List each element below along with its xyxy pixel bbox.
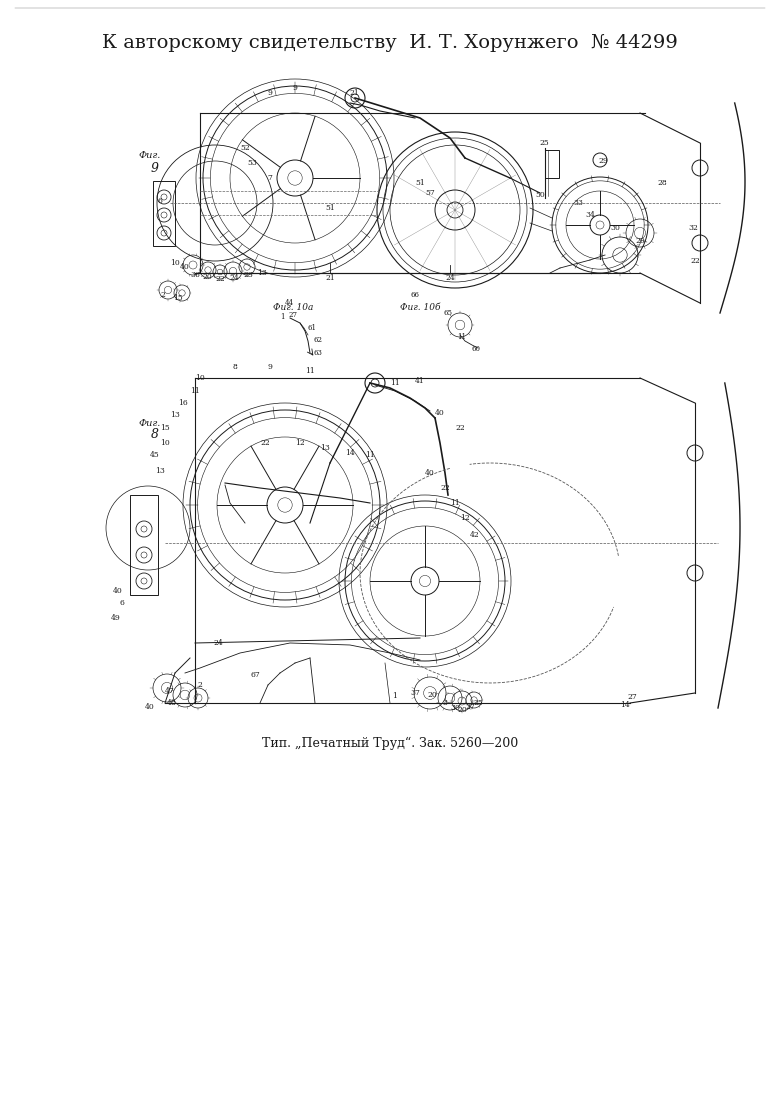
Text: 44: 44 xyxy=(285,299,293,307)
Text: 57: 57 xyxy=(425,189,435,197)
Text: 20: 20 xyxy=(202,274,212,281)
Text: 40: 40 xyxy=(113,587,123,595)
Text: 2: 2 xyxy=(197,681,203,689)
Text: Фиг.: Фиг. xyxy=(139,418,161,428)
Text: 6: 6 xyxy=(158,197,162,205)
Text: 1: 1 xyxy=(392,692,398,700)
Text: 23: 23 xyxy=(243,271,253,279)
Text: 14: 14 xyxy=(345,449,355,457)
Text: 60: 60 xyxy=(471,345,480,353)
Text: 30: 30 xyxy=(610,224,620,232)
Text: 49: 49 xyxy=(111,614,121,622)
Text: 22: 22 xyxy=(455,424,465,432)
Text: 22: 22 xyxy=(260,439,270,447)
Text: 20: 20 xyxy=(457,706,467,714)
Text: 11: 11 xyxy=(190,387,200,395)
Text: 6: 6 xyxy=(119,599,125,607)
Text: 40: 40 xyxy=(180,263,190,271)
Text: 24: 24 xyxy=(229,274,239,282)
Text: 13: 13 xyxy=(257,269,267,277)
Text: 37: 37 xyxy=(410,689,420,697)
Text: 22: 22 xyxy=(690,257,700,265)
Text: 21: 21 xyxy=(349,89,359,97)
Text: 50: 50 xyxy=(535,191,545,199)
Text: 11: 11 xyxy=(365,451,375,459)
Bar xyxy=(153,181,175,246)
Text: 27: 27 xyxy=(465,703,475,711)
Text: 2: 2 xyxy=(161,291,165,299)
Text: 27: 27 xyxy=(627,693,637,702)
Text: 11: 11 xyxy=(390,379,400,387)
Text: 9: 9 xyxy=(151,161,159,174)
Text: 16: 16 xyxy=(178,399,188,407)
Text: Фиг. 10б: Фиг. 10б xyxy=(399,303,440,312)
Text: 10: 10 xyxy=(170,259,180,267)
Text: 13: 13 xyxy=(170,411,180,419)
Text: 12: 12 xyxy=(460,514,470,522)
Text: 32: 32 xyxy=(688,224,698,232)
Text: 51: 51 xyxy=(415,179,425,188)
Text: 45: 45 xyxy=(150,451,160,459)
Text: 52: 52 xyxy=(240,144,250,152)
Text: 13: 13 xyxy=(320,445,330,452)
Text: 40: 40 xyxy=(435,409,445,417)
Text: 61: 61 xyxy=(307,324,317,332)
Text: Фиг. 10а: Фиг. 10а xyxy=(273,303,314,312)
Text: 62: 62 xyxy=(314,336,322,344)
Text: 66: 66 xyxy=(410,291,420,299)
Text: К авторскому свидетельству  И. Т. Хорунжего  № 44299: К авторскому свидетельству И. Т. Хорунже… xyxy=(102,34,678,52)
Text: 9: 9 xyxy=(268,363,272,371)
Text: 65: 65 xyxy=(444,309,452,317)
Text: 63: 63 xyxy=(314,349,322,357)
Text: 28: 28 xyxy=(657,179,667,188)
Text: 25: 25 xyxy=(473,699,483,707)
Text: 22: 22 xyxy=(215,275,225,283)
Text: 42: 42 xyxy=(470,531,480,539)
Text: 27: 27 xyxy=(289,311,297,319)
Text: 36: 36 xyxy=(190,271,200,279)
Text: 22: 22 xyxy=(440,484,450,492)
Text: 51: 51 xyxy=(325,204,335,212)
Text: 21: 21 xyxy=(325,274,335,282)
Text: Фиг.: Фиг. xyxy=(139,150,161,160)
Text: 10: 10 xyxy=(195,374,205,382)
Text: 48: 48 xyxy=(167,699,177,707)
Text: 9: 9 xyxy=(292,84,297,92)
Text: 24: 24 xyxy=(213,639,223,647)
Text: 11: 11 xyxy=(450,499,460,507)
Text: 9: 9 xyxy=(268,89,272,97)
Text: 11: 11 xyxy=(458,333,466,341)
Text: 33: 33 xyxy=(573,199,583,207)
Bar xyxy=(130,495,158,595)
Text: 25: 25 xyxy=(539,139,549,147)
Text: 20: 20 xyxy=(427,690,437,699)
Text: 3: 3 xyxy=(442,699,448,707)
Text: 12: 12 xyxy=(295,439,305,447)
Text: 7: 7 xyxy=(268,174,272,182)
Bar xyxy=(545,150,559,178)
Text: 24: 24 xyxy=(445,274,455,282)
Text: 40: 40 xyxy=(425,469,435,476)
Text: 11: 11 xyxy=(305,367,315,375)
Text: 1: 1 xyxy=(280,313,284,321)
Text: 47: 47 xyxy=(165,687,175,695)
Text: 14: 14 xyxy=(620,702,630,709)
Text: 41: 41 xyxy=(415,377,425,385)
Text: 8: 8 xyxy=(232,363,237,371)
Text: 13: 13 xyxy=(155,467,165,475)
Text: 34: 34 xyxy=(585,211,595,219)
Text: 10: 10 xyxy=(160,439,170,447)
Text: 15: 15 xyxy=(173,295,183,302)
Text: Тип. „Печатный Труд“. Зак. 5260—200: Тип. „Печатный Труд“. Зак. 5260—200 xyxy=(262,737,518,750)
Text: 67: 67 xyxy=(250,671,260,679)
Text: 20: 20 xyxy=(635,237,645,245)
Text: 40: 40 xyxy=(145,703,155,711)
Text: 30: 30 xyxy=(450,704,460,713)
Text: 8: 8 xyxy=(151,428,159,441)
Text: 29: 29 xyxy=(598,157,608,165)
Text: 53: 53 xyxy=(247,159,257,167)
Text: 15: 15 xyxy=(160,424,170,432)
